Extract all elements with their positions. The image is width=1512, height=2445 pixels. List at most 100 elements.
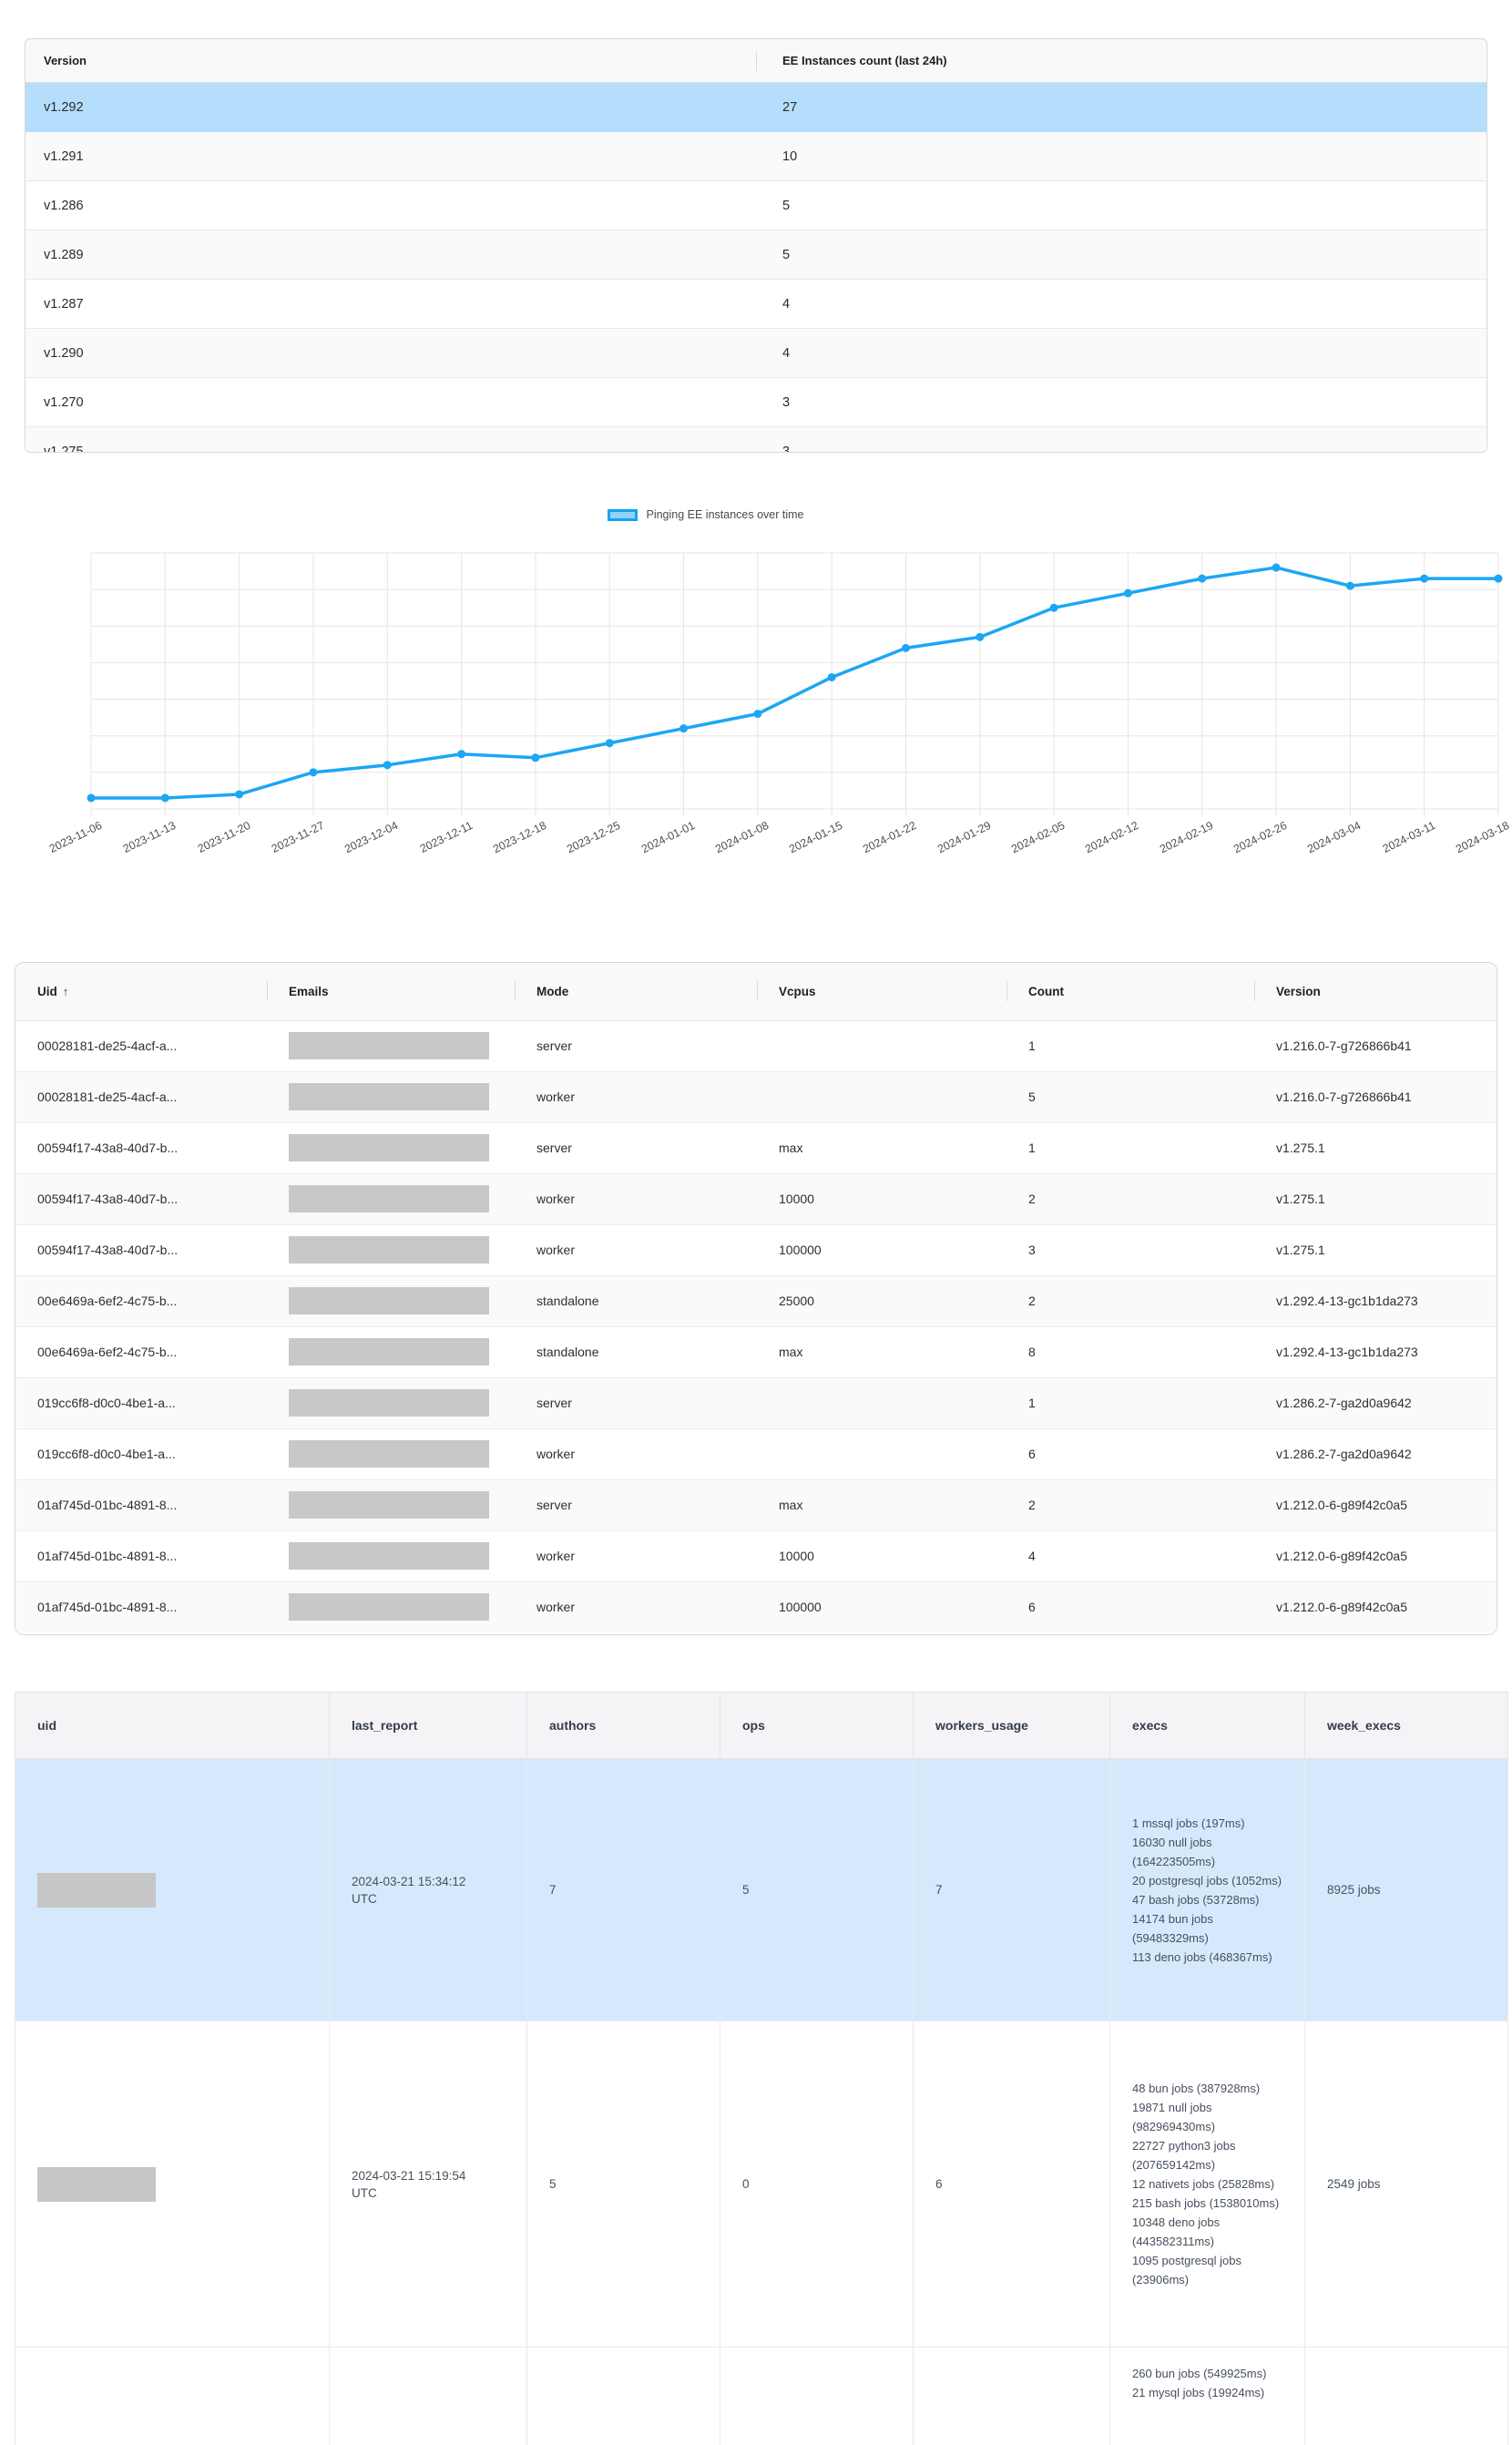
reports-table-row[interactable]: 260 bun jobs (549925ms) 21 mysql jobs (19…	[15, 2347, 1508, 2445]
instance-count-cell: 4	[782, 345, 791, 361]
chart-x-label: 2023-11-13	[121, 819, 179, 855]
reports-table-header-row: uid last_report authors ops workers_usag…	[15, 1692, 1508, 1759]
column-header-version[interactable]: Version	[1254, 963, 1497, 1021]
version-cell: v1.216.0-7-g726866b41	[1254, 1071, 1497, 1123]
chart-x-label: 2023-11-27	[269, 819, 327, 855]
uid-cell: 00e6469a-6ef2-4c75-b...	[15, 1326, 267, 1378]
instances-table-row[interactable]: 00594f17-43a8-40d7-b... worker 10000 2 v1.27…	[15, 1173, 1497, 1225]
version-table-row[interactable]: v1.292 27	[26, 83, 1486, 132]
instances-table-row[interactable]: 00594f17-43a8-40d7-b... server max 1 v1.275.…	[15, 1122, 1497, 1174]
chart-data-point[interactable]	[87, 793, 96, 803]
execs-cell: 260 bun jobs (549925ms) 21 mysql jobs (19…	[1109, 2347, 1305, 2445]
last-report-value: 2024-03-21 15:19:54 UTC	[352, 2168, 466, 2200]
chart-data-point[interactable]	[976, 632, 985, 641]
legend-swatch	[608, 508, 639, 521]
vcpus-cell: max	[757, 1326, 1006, 1378]
count-cell: 3	[1006, 1224, 1254, 1276]
chart-data-point[interactable]	[1420, 574, 1429, 583]
version-table-row[interactable]: v1.270 3	[26, 378, 1486, 427]
column-header-uid[interactable]: Uid ↑	[15, 963, 267, 1021]
count-cell: 1	[1006, 1377, 1254, 1429]
chart-data-point[interactable]	[1198, 574, 1207, 583]
chart-data-point[interactable]	[679, 724, 689, 733]
version-cell: v1.289	[44, 247, 84, 262]
reports-table-row[interactable]: 2024-03-21 15:34:12 UTC 7 5 7 1 mssql jobs (…	[15, 1758, 1508, 2021]
chart-data-point[interactable]	[160, 793, 169, 803]
chart-data-point[interactable]	[1272, 563, 1281, 572]
chart-data-point[interactable]	[383, 761, 392, 770]
column-header-emails[interactable]: Emails	[267, 963, 515, 1021]
chart-data-point[interactable]	[309, 768, 318, 777]
column-header-count[interactable]: Count	[1006, 963, 1254, 1021]
instances-table: Uid ↑ Emails Mode Vcpus Count Version 000…	[15, 963, 1497, 1632]
version-table-row[interactable]: v1.286 5	[26, 181, 1486, 230]
chart-x-label: 2024-02-26	[1231, 819, 1290, 856]
chart-data-point[interactable]	[457, 750, 466, 759]
vcpus-cell: 100000	[757, 1224, 1006, 1276]
legend-label: Pinging EE instances over time	[646, 508, 804, 521]
chart-x-label: 2024-02-19	[1157, 819, 1215, 856]
instance-count-cell: 10	[782, 148, 798, 164]
chart-x-label: 2024-01-22	[861, 819, 919, 856]
uid-cell: 01af745d-01bc-4891-8...	[15, 1530, 267, 1582]
instances-table-row[interactable]: 019cc6f8-d0c0-4be1-a... worker 6 v1.286.2-7…	[15, 1428, 1497, 1480]
version-cell: v1.286.2-7-ga2d0a9642	[1254, 1428, 1497, 1480]
vcpus-cell: max	[757, 1122, 1006, 1174]
uid-cell: 01af745d-01bc-4891-8...	[15, 1581, 267, 1632]
version-table-header: Version EE Instances count (last 24h)	[26, 39, 1486, 83]
instances-table-row[interactable]: 00e6469a-6ef2-4c75-b... standalone 25000 2 v…	[15, 1275, 1497, 1327]
chart-data-point[interactable]	[605, 739, 614, 748]
chart-data-point[interactable]	[827, 672, 836, 681]
chart-legend[interactable]: Pinging EE instances over time	[0, 508, 1462, 521]
instances-table-row[interactable]: 01af745d-01bc-4891-8... worker 10000 4 v1.21…	[15, 1530, 1497, 1582]
mode-cell: worker	[515, 1173, 757, 1225]
chart-x-label: 2024-03-18	[1454, 819, 1512, 856]
column-header-workers-usage: workers_usage	[913, 1692, 1110, 1759]
version-table-row[interactable]: v1.291 10	[26, 132, 1486, 181]
chart-data-point[interactable]	[1494, 574, 1503, 583]
instances-table-row[interactable]: 00028181-de25-4acf-a... server 1 v1.216.0-7…	[15, 1020, 1497, 1072]
chart-x-axis-labels: 2023-11-06 2023-11-13 2023-11-20 2023-11-27…	[0, 819, 1512, 901]
instances-table-row[interactable]: 01af745d-01bc-4891-8... worker 100000 6 v1.2…	[15, 1581, 1497, 1632]
instances-table-row[interactable]: 00e6469a-6ef2-4c75-b... standalone max 8 v1.…	[15, 1326, 1497, 1378]
column-header-uid: uid	[15, 1692, 330, 1759]
column-header-vcpus[interactable]: Vcpus	[757, 963, 1006, 1021]
chart-data-point[interactable]	[1049, 603, 1058, 612]
chart-data-point[interactable]	[901, 643, 910, 652]
version-cell: v1.212.0-6-g89f42c0a5	[1254, 1479, 1497, 1531]
mode-cell: worker	[515, 1224, 757, 1276]
uid-redacted-block	[37, 2166, 156, 2202]
chart-x-label: 2023-12-25	[565, 819, 623, 856]
reports-table-row[interactable]: 2024-03-21 15:19:54 UTC 5 0 6 48 bun jobs (3…	[15, 2020, 1508, 2348]
instances-table-row[interactable]: 01af745d-01bc-4891-8... server max 2 v1.212.…	[15, 1479, 1497, 1531]
emails-cell	[267, 1071, 515, 1123]
version-table-row[interactable]: v1.290 4	[26, 329, 1486, 378]
version-table-row[interactable]: v1.289 5	[26, 230, 1486, 280]
instances-table-row[interactable]: 00594f17-43a8-40d7-b... worker 100000 3 v1.2…	[15, 1224, 1497, 1276]
version-cell: v1.286.2-7-ga2d0a9642	[1254, 1377, 1497, 1429]
chart-data-point[interactable]	[235, 790, 244, 799]
instances-table-row[interactable]: 019cc6f8-d0c0-4be1-a... server 1 v1.286.2-7…	[15, 1377, 1497, 1429]
version-cell: v1.291	[44, 148, 84, 164]
version-table-row[interactable]: v1.275 3	[26, 427, 1486, 452]
chart-data-point[interactable]	[531, 753, 540, 762]
chart-data-point[interactable]	[753, 710, 762, 719]
mode-cell: server	[515, 1377, 757, 1429]
version-table-row[interactable]: v1.287 4	[26, 280, 1486, 329]
email-redacted-block	[289, 1542, 489, 1570]
version-cell: v1.292	[44, 99, 84, 115]
mode-cell: worker	[515, 1428, 757, 1480]
uid-redacted-block	[37, 1872, 156, 1908]
chart-data-point[interactable]	[1123, 588, 1132, 598]
column-header-mode[interactable]: Mode	[515, 963, 757, 1021]
version-count-table: Version EE Instances count (last 24h) v1…	[25, 38, 1487, 453]
instance-count-cell: 3	[782, 394, 791, 410]
count-cell: 5	[1006, 1071, 1254, 1123]
version-cell: v1.275.1	[1254, 1122, 1497, 1174]
week-execs-cell: 8925 jobs	[1304, 1758, 1508, 2021]
emails-cell	[267, 1530, 515, 1582]
instances-table-row[interactable]: 00028181-de25-4acf-a... worker 5 v1.216.0-7…	[15, 1071, 1497, 1123]
execs-line: 113 deno jobs (468367ms)	[1132, 1949, 1272, 1964]
uid-cell	[15, 2347, 330, 2445]
chart-data-point[interactable]	[1345, 581, 1354, 590]
